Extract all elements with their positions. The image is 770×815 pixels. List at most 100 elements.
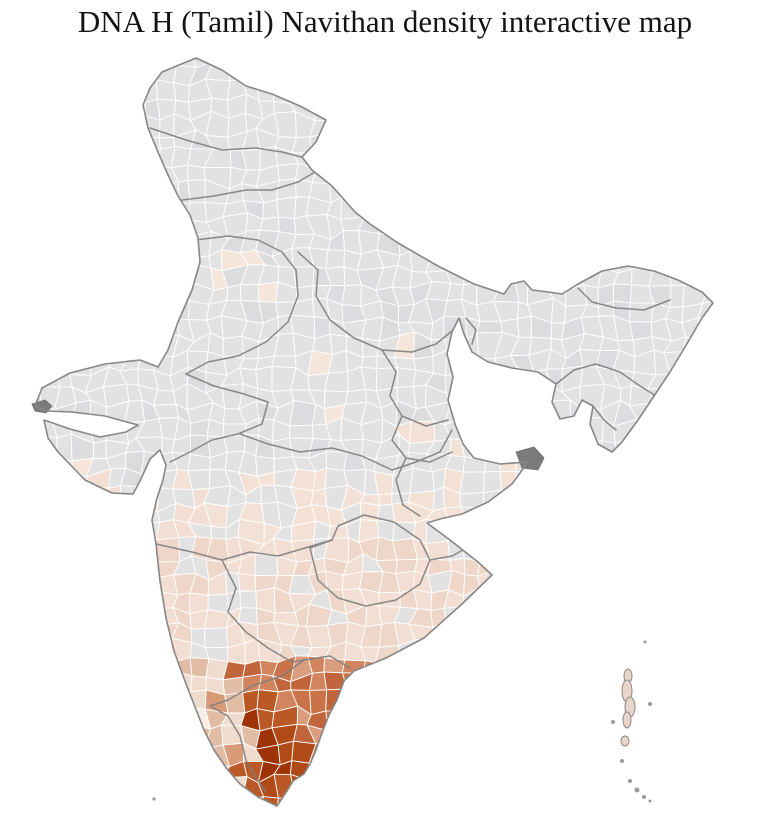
district[interactable] — [87, 301, 110, 319]
district[interactable] — [411, 112, 428, 135]
district[interactable] — [360, 112, 383, 132]
district[interactable] — [717, 621, 739, 643]
district[interactable] — [543, 165, 570, 184]
district[interactable] — [498, 793, 516, 815]
district[interactable] — [651, 688, 673, 716]
district[interactable] — [72, 317, 94, 341]
district[interactable] — [187, 453, 211, 472]
district[interactable] — [497, 382, 520, 410]
district[interactable] — [733, 305, 756, 325]
district[interactable] — [697, 553, 724, 578]
district[interactable] — [54, 233, 71, 258]
district[interactable] — [312, 149, 331, 169]
district[interactable] — [721, 184, 740, 202]
district[interactable] — [732, 116, 749, 132]
district[interactable] — [123, 267, 142, 289]
district[interactable] — [633, 586, 656, 606]
district[interactable] — [323, 65, 346, 87]
district[interactable] — [596, 693, 618, 708]
district[interactable] — [615, 77, 638, 105]
district[interactable] — [578, 638, 605, 659]
district[interactable] — [414, 214, 435, 241]
district[interactable] — [142, 163, 158, 189]
district[interactable] — [37, 282, 60, 307]
district[interactable] — [595, 724, 618, 745]
district[interactable] — [562, 163, 587, 184]
district[interactable] — [598, 623, 619, 645]
district[interactable] — [68, 655, 94, 676]
district[interactable] — [731, 630, 751, 643]
district[interactable] — [597, 654, 622, 680]
district[interactable] — [717, 590, 740, 608]
district[interactable] — [649, 201, 669, 220]
district[interactable] — [412, 81, 433, 102]
district[interactable] — [154, 747, 179, 764]
district[interactable] — [445, 128, 468, 148]
district[interactable] — [733, 765, 756, 781]
district[interactable] — [25, 739, 40, 764]
district[interactable] — [357, 161, 377, 187]
district[interactable] — [484, 47, 504, 70]
district[interactable] — [87, 569, 112, 593]
district[interactable] — [239, 590, 258, 609]
district[interactable] — [328, 164, 348, 185]
district[interactable] — [155, 181, 180, 205]
district[interactable] — [155, 47, 178, 67]
district[interactable] — [631, 621, 651, 648]
district[interactable] — [579, 555, 606, 578]
district[interactable] — [465, 743, 480, 764]
district[interactable] — [476, 759, 501, 782]
district[interactable] — [494, 522, 518, 544]
district[interactable] — [448, 658, 462, 676]
district[interactable] — [449, 197, 466, 223]
district[interactable] — [594, 795, 618, 811]
district[interactable] — [22, 129, 40, 153]
district[interactable] — [480, 235, 501, 253]
district[interactable] — [664, 129, 690, 152]
district[interactable] — [106, 654, 127, 681]
district[interactable] — [532, 218, 548, 238]
district[interactable] — [461, 110, 485, 138]
district[interactable] — [398, 78, 417, 101]
district[interactable] — [603, 77, 620, 103]
district[interactable] — [396, 179, 418, 206]
district[interactable] — [22, 571, 41, 594]
district[interactable] — [204, 627, 229, 649]
district[interactable] — [19, 628, 43, 642]
district[interactable] — [415, 679, 435, 699]
district[interactable] — [357, 672, 384, 698]
district[interactable] — [153, 246, 181, 275]
district[interactable] — [597, 484, 622, 512]
district[interactable] — [665, 184, 691, 204]
district[interactable] — [126, 796, 147, 815]
district[interactable] — [629, 520, 654, 545]
district[interactable] — [124, 709, 145, 729]
district[interactable] — [697, 620, 719, 640]
district[interactable] — [545, 623, 569, 647]
district[interactable] — [288, 45, 310, 68]
district[interactable] — [477, 723, 502, 745]
district[interactable] — [650, 469, 667, 495]
district[interactable] — [492, 117, 518, 136]
district[interactable] — [544, 723, 571, 749]
district[interactable] — [21, 64, 43, 87]
district[interactable] — [257, 281, 279, 303]
district[interactable] — [612, 604, 639, 625]
district[interactable] — [684, 708, 705, 730]
district[interactable] — [600, 196, 616, 224]
district[interactable] — [103, 571, 127, 593]
district[interactable] — [87, 145, 112, 169]
district[interactable] — [327, 525, 350, 539]
district[interactable] — [412, 179, 434, 206]
district[interactable] — [141, 79, 158, 104]
district[interactable] — [106, 127, 125, 147]
district[interactable] — [529, 234, 550, 257]
district[interactable] — [327, 117, 351, 136]
district[interactable] — [495, 66, 516, 86]
district[interactable] — [425, 145, 447, 166]
district[interactable] — [20, 778, 45, 796]
district[interactable] — [703, 350, 719, 375]
district[interactable] — [615, 812, 631, 815]
district[interactable] — [620, 554, 640, 574]
